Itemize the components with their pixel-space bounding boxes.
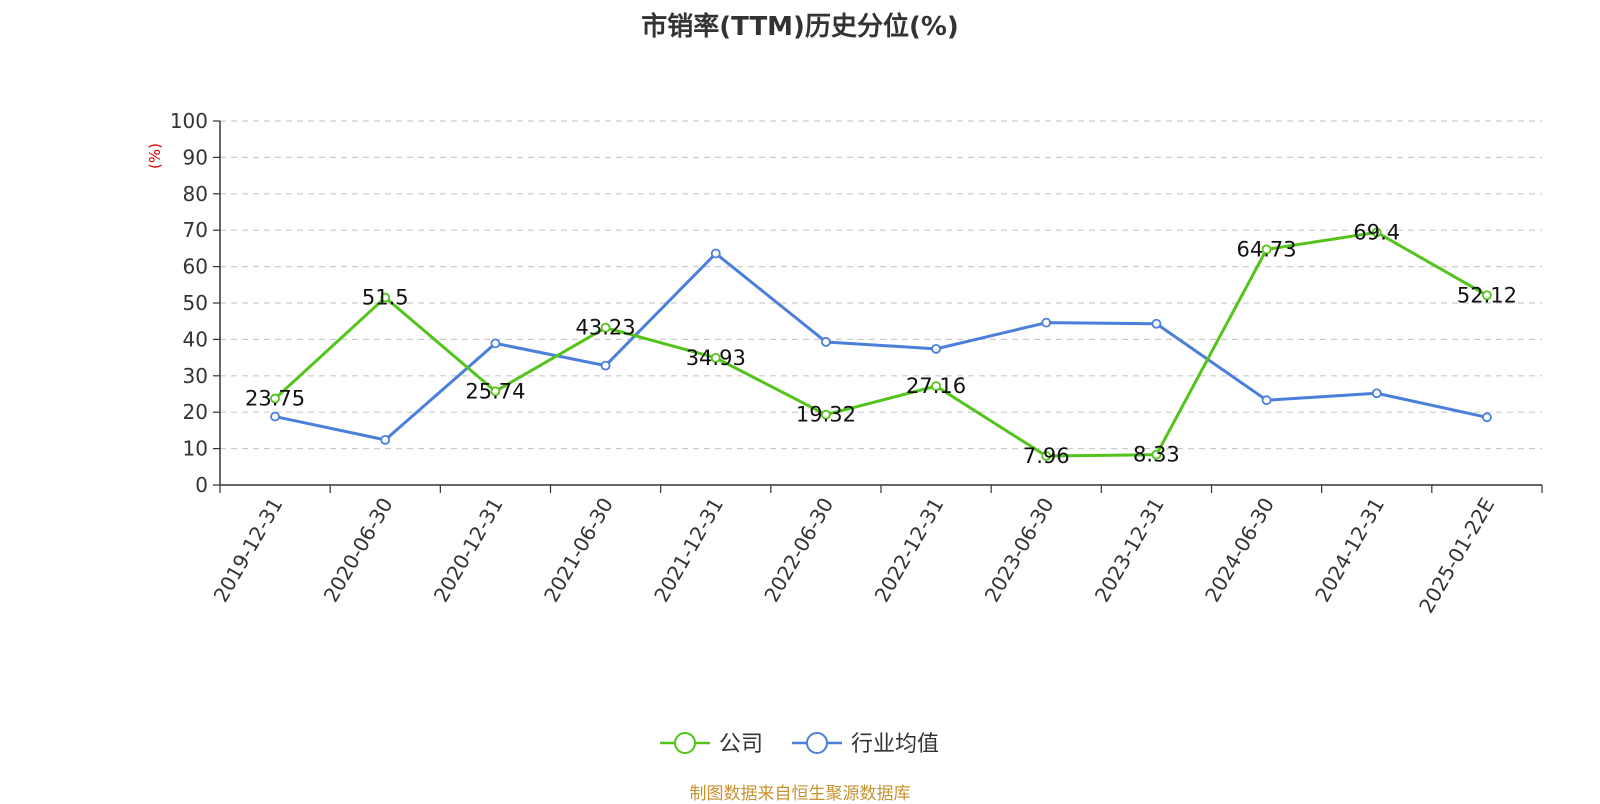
y-tick-label: 90 (183, 145, 208, 169)
data-point[interactable] (1371, 388, 1382, 399)
y-tick-label: 50 (183, 291, 208, 315)
data-point[interactable] (1261, 395, 1272, 406)
data-point[interactable] (1151, 318, 1162, 329)
y-tick-label: 30 (183, 364, 208, 388)
data-label: 23.75 (245, 387, 305, 411)
data-point[interactable] (490, 386, 501, 397)
x-tick-label: 2022-06-30 (759, 494, 838, 607)
data-point[interactable] (380, 292, 391, 303)
x-tick-label: 2020-12-31 (429, 493, 508, 606)
data-point[interactable] (600, 322, 611, 333)
chart-title: 市销率(TTM)历史分位(%) (641, 12, 959, 42)
data-label: 52.12 (1457, 283, 1517, 307)
data-point[interactable] (710, 352, 721, 363)
series-line (274, 230, 1488, 458)
x-tick-label: 2020-06-30 (319, 494, 398, 607)
data-point[interactable] (380, 434, 391, 445)
data-point[interactable] (821, 409, 831, 420)
data-point[interactable] (931, 381, 941, 392)
data-label: 34.93 (686, 346, 746, 370)
data-label: 7.96 (1023, 444, 1070, 468)
grid-lines (220, 120, 1542, 450)
x-tick-label: 2024-06-30 (1200, 494, 1279, 607)
data-label: 51.5 (362, 286, 409, 310)
y-tick-label: 100 (170, 109, 208, 133)
y-tick-label: 0 (195, 473, 208, 497)
data-label: 43.23 (576, 316, 636, 340)
x-tick-label: 2021-12-31 (649, 494, 728, 607)
data-label: 27.16 (906, 374, 966, 398)
data-point[interactable] (931, 343, 941, 354)
x-tick-label: 2025-01-22E (1414, 494, 1499, 618)
y-tick-label: 40 (183, 327, 208, 351)
legend-item-industry-average[interactable]: 行业均值 (792, 732, 939, 757)
x-tick-label: 2021-06-30 (539, 494, 618, 607)
data-label: 19.32 (796, 403, 856, 427)
legend-item-company[interactable]: 公司 (660, 732, 763, 757)
legend-marker (806, 732, 828, 754)
series-line (274, 251, 1488, 442)
data-point[interactable] (821, 337, 831, 347)
x-tick-label: 2023-06-30 (980, 494, 1059, 607)
data-label: 25.74 (465, 379, 525, 403)
y-axis-label: (%) (146, 143, 164, 169)
legend-marker (674, 732, 696, 754)
series-company (270, 227, 1492, 461)
data-point[interactable] (1482, 412, 1492, 423)
data-point[interactable] (600, 360, 611, 371)
data-point[interactable] (1482, 290, 1492, 301)
legend-label: 公司 (719, 732, 763, 757)
y-tick-label: 80 (183, 182, 208, 206)
data-point[interactable] (1041, 451, 1052, 461)
data-point[interactable] (1371, 227, 1382, 238)
legend-label: 行业均值 (851, 732, 939, 757)
data-label: 64.73 (1237, 237, 1297, 261)
data-point[interactable] (270, 393, 280, 404)
y-tick-label: 60 (183, 255, 208, 279)
y-tick-label: 10 (183, 437, 208, 461)
data-point[interactable] (270, 411, 280, 422)
data-point[interactable] (710, 248, 721, 259)
axes: 0 10 20 30 40 50 60 70 80 90 100 2019-12-31 2020-06-… (170, 109, 1543, 618)
data-label: 69.4 (1353, 220, 1400, 244)
y-tick-label: 70 (183, 218, 208, 242)
legend[interactable]: 公司 行业均值 (660, 732, 939, 757)
data-point[interactable] (1041, 317, 1052, 328)
x-tick-label: 2023-12-31 (1090, 494, 1169, 607)
data-source-note: 制图数据来自恒生聚源数据库 (689, 784, 911, 804)
x-tick-label: 2024-12-31 (1310, 494, 1389, 607)
series-industry-average (270, 248, 1492, 445)
data-point[interactable] (1151, 449, 1162, 460)
series (270, 227, 1492, 461)
data-label: 8.33 (1133, 443, 1180, 467)
data-point[interactable] (1261, 244, 1272, 255)
data-point[interactable] (490, 338, 501, 349)
y-tick-label: 20 (183, 400, 208, 424)
data-labels: 23.75 51.5 25.74 43.23 34.93 19.32 27.16 7.96 8.… (245, 220, 1517, 468)
x-tick-label: 2019-12-31 (209, 494, 288, 607)
x-tick-label: 2022-12-31 (870, 493, 949, 606)
